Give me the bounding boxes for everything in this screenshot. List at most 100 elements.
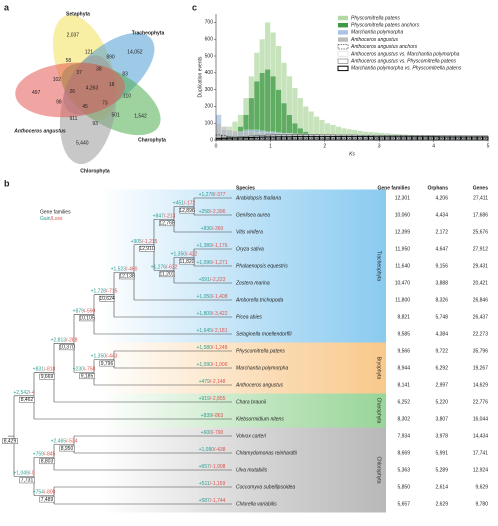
table-cell: 8,944 [397,365,410,371]
histogram-bar [368,134,374,141]
legend-title: Gene families [40,209,71,215]
species-name: Genlisea aurea [236,212,270,218]
species-name: Klebsormidium nitens [236,416,284,422]
group-band [100,393,386,428]
node-box [139,245,155,252]
node-box [19,477,35,484]
table-cell: 11,800 [395,297,410,303]
gain-loss: +1,050/-1,408 [196,294,227,300]
table-cell: 8,302 [397,416,410,422]
loss: /-213 [164,214,176,220]
gain-loss: +1,080/-438 [199,447,226,453]
table-cell: 17,686 [473,212,489,218]
table-cell: 5,991 [435,450,448,456]
gain-loss: +1,389/-1,176 [196,243,227,249]
node-box [119,273,135,280]
unique-count: 1,542 [134,113,147,119]
gain: +919 [199,396,210,402]
set-name: Chlorophyta [80,168,110,174]
histogram-bar [264,69,271,141]
gain: +1,809 [196,311,212,317]
table-cell: 11,950 [395,246,410,252]
y-tick-label: 600 [205,37,214,43]
histogram-bar [379,135,385,141]
loss: /-1,006 [212,362,228,368]
table-cell: 5,657 [397,501,410,507]
species-name: Vitis vinifera [236,229,263,235]
species-name: Anthoceros angustus [235,382,283,388]
gain: +1,050 [196,294,212,300]
overlap-count: 38 [96,67,102,73]
table-cell: 4,647 [435,246,448,252]
group-bands [100,189,386,513]
gain: Gain [40,216,51,222]
legend-label: Physcomitrella patens anchors [351,23,420,29]
gain-loss: +600/-790 [201,430,224,436]
table-cell: 5,363 [397,467,410,473]
node-size: 10,370 [59,345,75,351]
gain-loss: +836/-360 [201,226,224,232]
species-name: Phalaenopsis equestris [236,263,288,269]
table-cell: 16,044 [473,416,489,422]
gain: +1,278 [199,192,215,198]
y-tick-label: 400 [205,70,214,76]
legend-swatch [337,58,349,64]
histogram-bar [270,132,276,141]
gain: +1,523 [111,267,127,273]
histogram-bar [324,134,331,141]
loss: /-377 [214,192,226,198]
gain-loss: +587/-1,744 [199,498,226,504]
node-size: 12,910 [139,246,155,252]
species-name: Marchantia polymorpha [236,365,288,371]
gain: +451 [173,201,184,207]
species-name: Chlorella variabilis [236,501,277,507]
table-cell: 14,434 [473,433,489,439]
group-label: Chlorophyta [376,457,382,484]
overlap-count: 93 [92,121,98,127]
legend-swatch [338,30,348,35]
table-cell: 26,437 [473,314,489,320]
x-tick-label: 4 [432,143,435,149]
node-size: 8,803 [41,459,54,465]
loss: /-715 [106,289,118,295]
set-name: Tracheophyta [132,30,165,36]
table-cell: 29,431 [473,263,489,269]
unique-count: 497 [32,90,41,96]
gain: +2,542 [13,390,29,396]
histogram-bar [335,134,342,141]
table-cell: 8,821 [397,314,410,320]
node-box [19,397,35,403]
histogram-bar [357,134,363,141]
x-tick-label: 5 [487,143,490,149]
node-box [59,445,75,452]
gain-loss: +847/-213 [153,214,176,220]
histogram-bar [384,135,391,141]
table-cell: 7,934 [397,433,410,439]
histogram-bar [373,134,380,141]
x-tick-label: 2 [323,143,326,149]
node-box [159,220,175,227]
table-cell: 27,912 [473,246,489,252]
gain-loss: +1,523/-460 [111,267,138,273]
table-cell: 5,220 [435,399,448,405]
table-cell: 17,741 [473,450,489,456]
loss: /-863 [212,413,224,419]
overlap-count: 98 [56,99,62,105]
gain: +1,049 [13,471,29,477]
legend-label: Anthoceros angustus anchors [350,44,418,50]
node-box [179,258,195,265]
gain-loss: +1,645/-2,181 [196,328,227,334]
node-box [99,360,115,367]
species-name: Chara braunii [236,399,267,405]
node-size: 10,105 [79,316,95,322]
legend-label: Anthoceros angustus [350,37,398,43]
loss: /-3,422 [212,311,228,317]
table-cell: 8,141 [397,382,410,388]
table-cell: 14,629 [473,382,489,388]
table-cell: 3,978 [435,433,448,439]
overlap-count: 37 [76,70,82,76]
gain: +2,813 [51,338,67,344]
node-size: 11,201 [160,272,175,278]
loss: /-534 [66,439,78,445]
